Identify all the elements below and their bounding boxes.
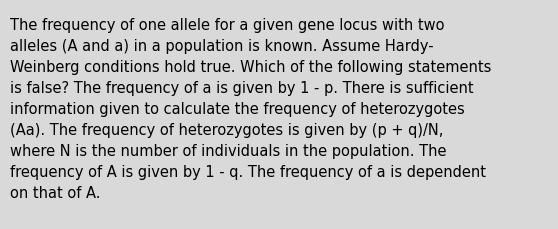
Text: Weinberg conditions hold true. Which of the following statements: Weinberg conditions hold true. Which of …	[10, 60, 492, 75]
Text: information given to calculate the frequency of heterozygotes: information given to calculate the frequ…	[10, 101, 465, 117]
Text: The frequency of one allele for a given gene locus with two: The frequency of one allele for a given …	[10, 18, 445, 33]
Text: where N is the number of individuals in the population. The: where N is the number of individuals in …	[10, 143, 446, 158]
Text: (Aa). The frequency of heterozygotes is given by (p + q)/N,: (Aa). The frequency of heterozygotes is …	[10, 123, 444, 137]
Text: frequency of A is given by 1 - q. The frequency of a is dependent: frequency of A is given by 1 - q. The fr…	[10, 164, 486, 179]
Text: on that of A.: on that of A.	[10, 185, 100, 200]
Text: is false? The frequency of a is given by 1 - p. There is sufficient: is false? The frequency of a is given by…	[10, 81, 474, 95]
Text: alleles (A and a) in a population is known. Assume Hardy-: alleles (A and a) in a population is kno…	[10, 39, 434, 54]
